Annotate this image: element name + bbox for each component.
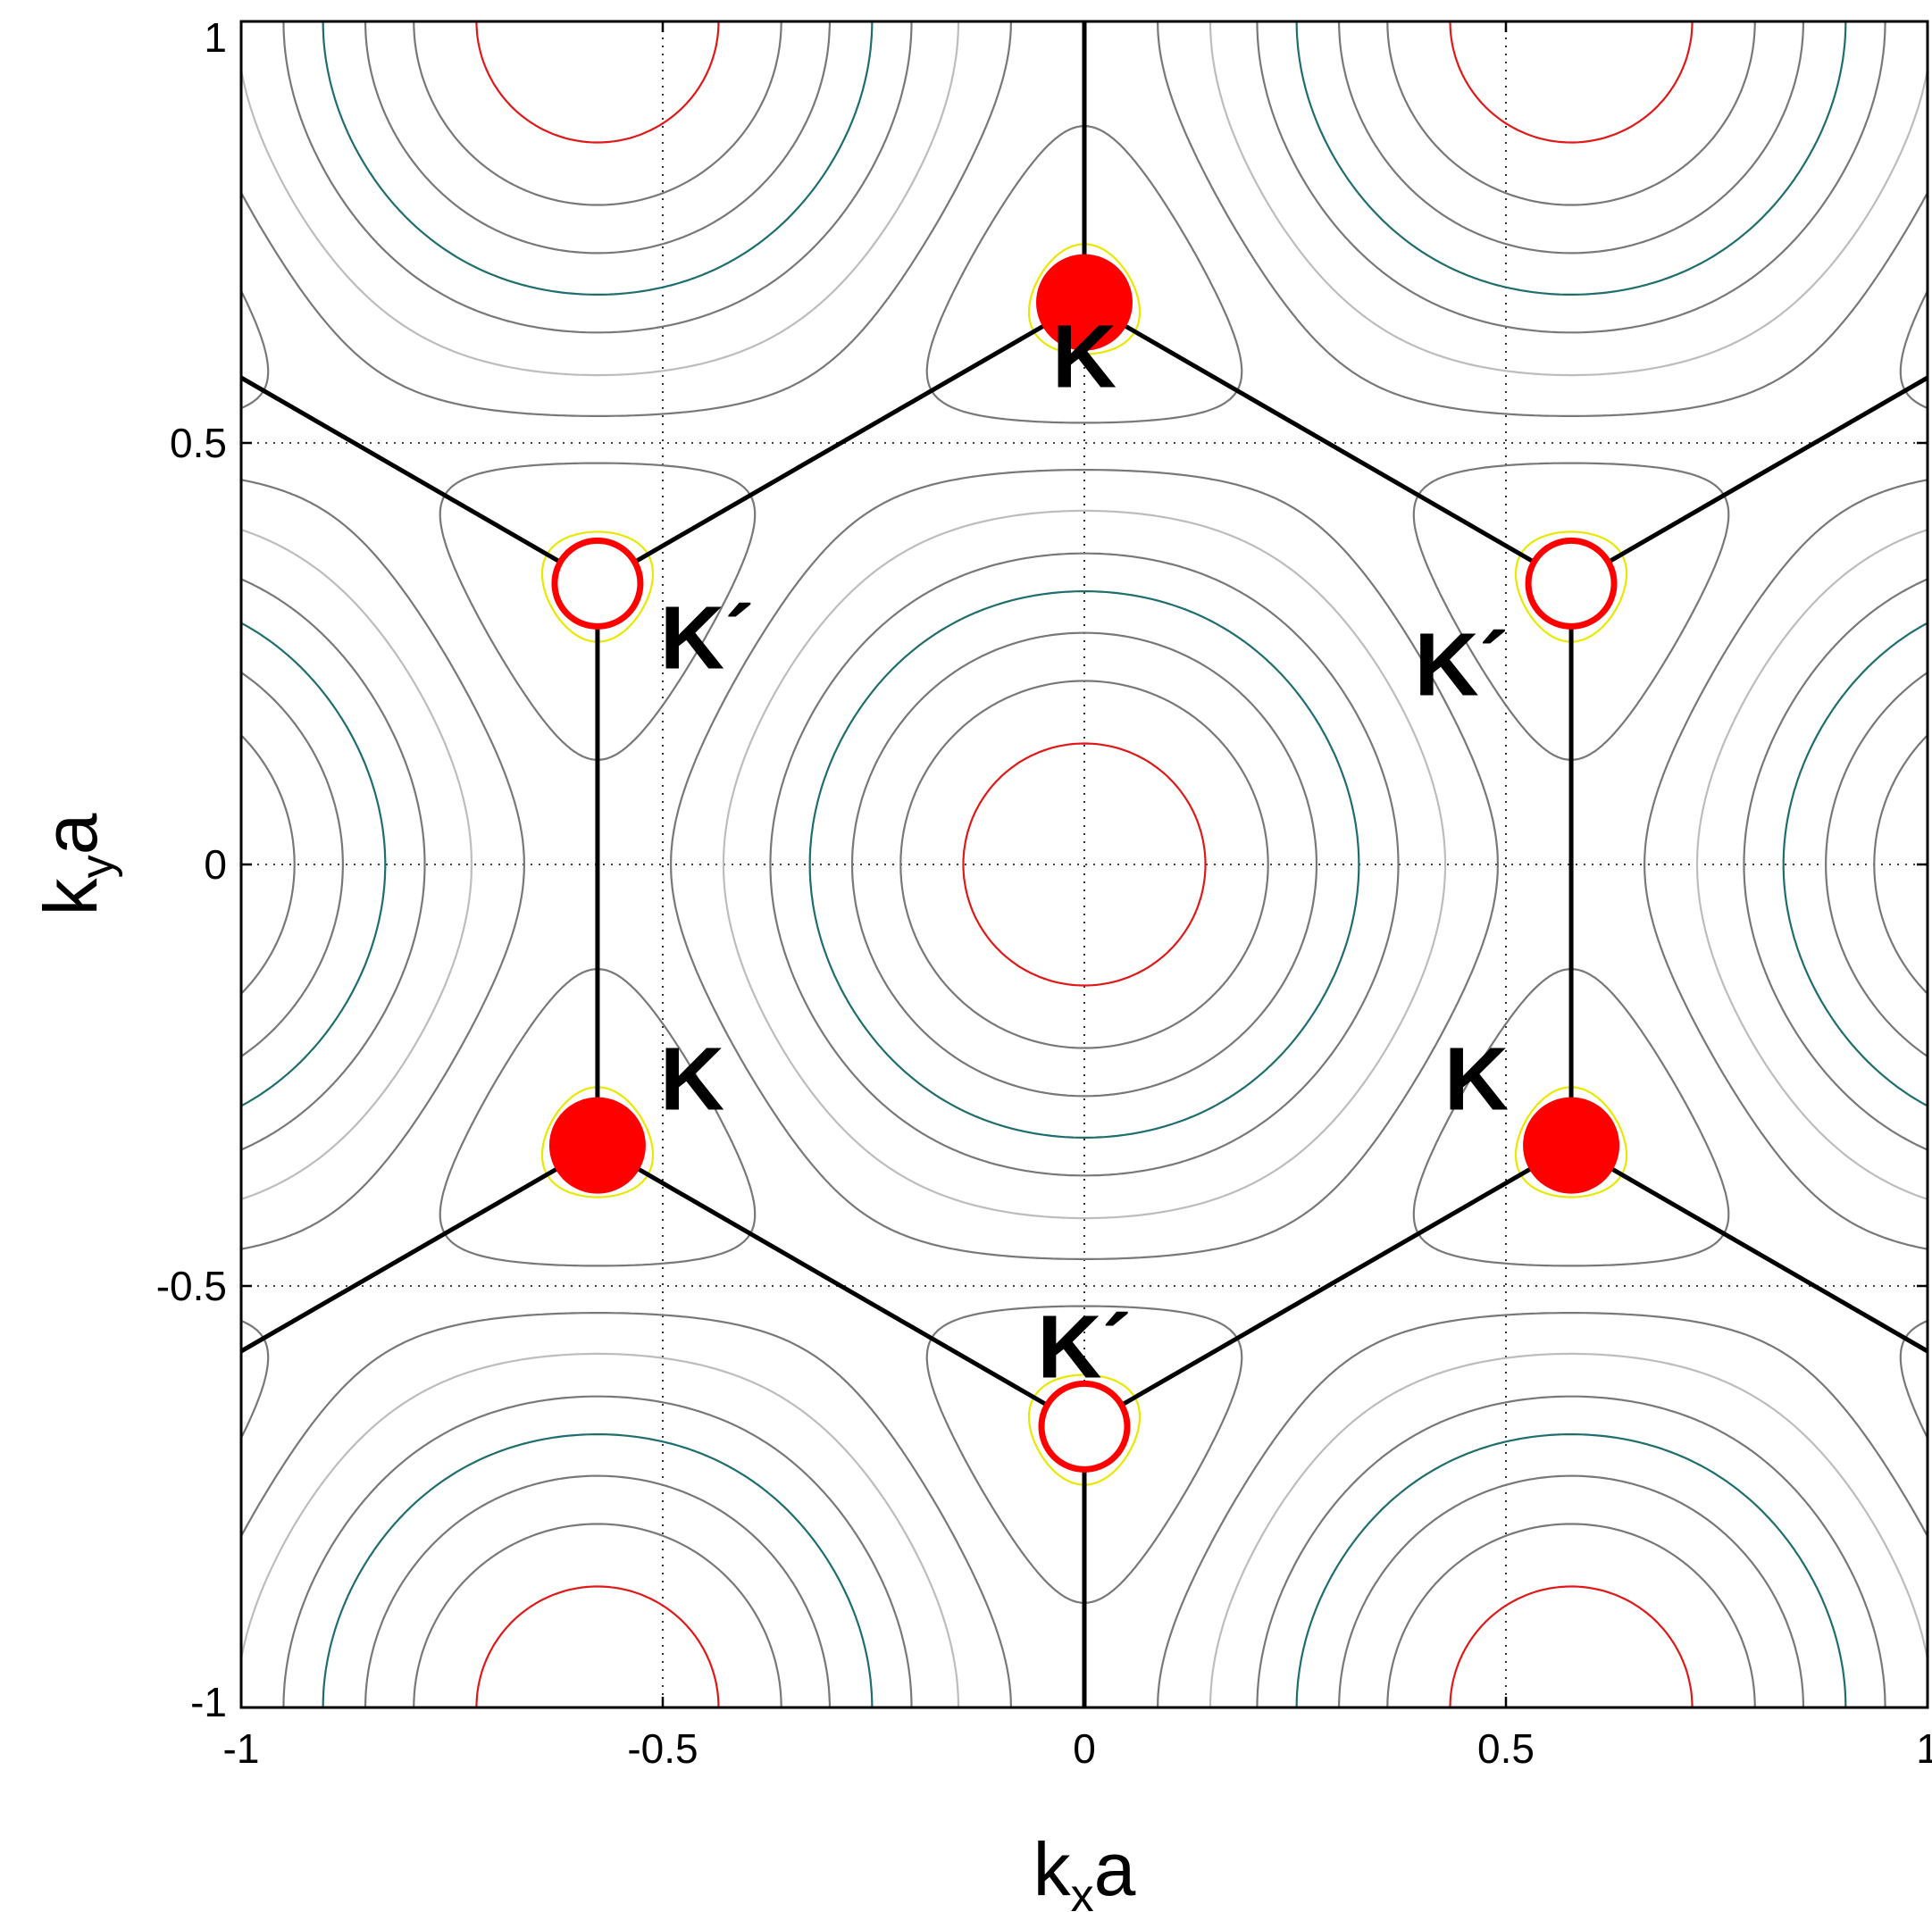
ticks: -1 -0.5 0 0.5 1 -1 -0.5 0 0.5 1 — [156, 14, 1932, 1772]
contour-level-1-5 — [241, 21, 1928, 1707]
k-prime-point-label: K´ — [1037, 1297, 1132, 1397]
x-tick-label: -1 — [223, 1725, 260, 1772]
k-point-marker — [1036, 254, 1133, 351]
zone-boundary-line — [241, 375, 599, 586]
k-prime-point-label: K´ — [660, 588, 755, 688]
x-tick-label: 0.5 — [1477, 1725, 1535, 1772]
k-point-label: K — [1444, 1030, 1509, 1130]
k-point-labels: K K K K´ K´ K´ — [660, 307, 1509, 1398]
contour-level-2-3 — [241, 21, 1928, 1707]
y-tick-label: -0.5 — [156, 1263, 227, 1309]
k-prime-point-marker — [551, 537, 644, 630]
contour-level-1-8 — [241, 21, 1928, 1707]
k-prime-point-label: K´ — [1415, 614, 1510, 714]
k-point-label: K — [1052, 307, 1117, 407]
x-tick-label: 0 — [1073, 1725, 1096, 1772]
k-prime-point-marker — [1038, 1380, 1131, 1473]
contour-level-0-85 — [241, 125, 1928, 1604]
x-axis-title: kxa — [1033, 1827, 1136, 1912]
y-tick-label: 0.5 — [170, 420, 227, 466]
y-axis-title: kya — [29, 813, 123, 915]
k-point-marker — [548, 1097, 646, 1194]
zone-boundary-line — [1569, 375, 1928, 586]
k-prime-point-marker — [1525, 537, 1618, 630]
contour-lines — [241, 21, 1928, 1707]
y-tick-label: 0 — [204, 841, 227, 888]
x-tick-label: 1 — [1916, 1725, 1932, 1772]
x-tick-label: -0.5 — [627, 1725, 698, 1772]
k-point-label: K — [660, 1030, 724, 1130]
contour-level-1-2 — [241, 21, 1928, 1707]
k-point-marker — [1523, 1097, 1620, 1194]
k-points — [548, 254, 1620, 1473]
contour-level-2-05 — [241, 21, 1928, 1707]
zone-boundary-line — [1569, 1143, 1928, 1354]
y-tick-label: -1 — [190, 1679, 227, 1725]
zone-boundary-line — [241, 1143, 599, 1354]
contour-level-2-8 — [475, 21, 1694, 1707]
y-tick-label: 1 — [204, 14, 227, 61]
